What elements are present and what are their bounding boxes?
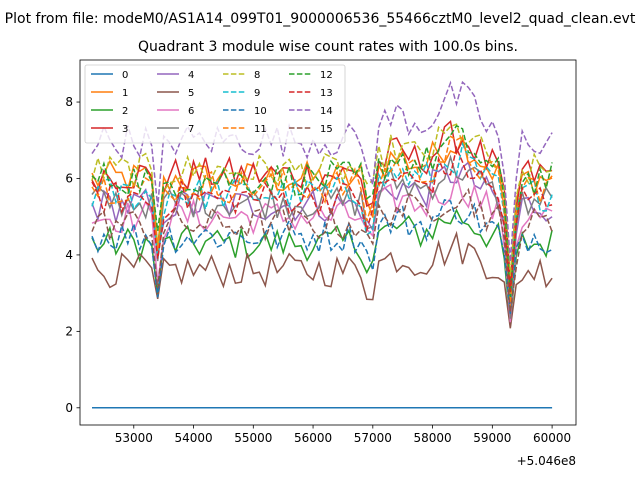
series-line-13	[91, 145, 553, 293]
legend-label-6: 6	[188, 106, 194, 117]
y-tick-label: 6	[65, 171, 73, 185]
legend-label-3: 3	[122, 124, 128, 135]
series-line-4	[91, 161, 553, 307]
series-line-1	[91, 134, 553, 293]
legend-label-4: 4	[188, 70, 194, 81]
legend-label-9: 9	[254, 88, 260, 99]
plot-area: 53000 54000 55000 56000 57000 58000 59000 60000…	[65, 59, 577, 445]
series-line-10	[91, 199, 553, 314]
series-line-15	[91, 187, 553, 313]
legend-label-7: 7	[188, 124, 194, 135]
legend-label-0: 0	[122, 70, 128, 81]
legend-label-15: 15	[320, 124, 333, 135]
chart-title: Quadrant 3 module wise count rates with …	[138, 39, 518, 55]
series-line-12	[91, 124, 553, 298]
legend-label-13: 13	[320, 88, 333, 99]
y-tick-label: 4	[65, 248, 73, 262]
legend-label-11: 11	[254, 124, 267, 135]
legend-label-14: 14	[320, 106, 333, 117]
x-tick-label: 57000	[354, 431, 392, 445]
legend-label-5: 5	[188, 88, 194, 99]
series-group	[91, 80, 553, 409]
x-tick-label: 59000	[473, 431, 511, 445]
axes-frame	[79, 59, 577, 426]
series-line-11	[91, 135, 553, 307]
legend-frame	[84, 64, 346, 144]
legend-label-2: 2	[122, 106, 128, 117]
x-tick-label: 58000	[413, 431, 451, 445]
x-tick-label: 53000	[115, 431, 153, 445]
series-line-9	[91, 141, 553, 301]
y-tick-label: 0	[65, 401, 73, 415]
legend-label-10: 10	[254, 106, 267, 117]
y-tick-label: 8	[65, 95, 73, 109]
legend-label-12: 12	[320, 70, 333, 81]
series-line-6	[91, 174, 553, 323]
x-tick-label: 55000	[234, 431, 272, 445]
y-tick-label: 2	[65, 324, 73, 338]
x-tick-label: 60000	[533, 431, 571, 445]
x-tick-label: 54000	[174, 431, 212, 445]
x-offset-label: +5.046e8	[517, 454, 576, 468]
legend-label-1: 1	[122, 88, 128, 99]
figure-suptitle: Plot from file: modeM0/AS1A14_099T01_900…	[5, 11, 636, 27]
legend-label-8: 8	[254, 70, 260, 81]
x-tick-label: 56000	[294, 431, 332, 445]
series-line-5	[91, 230, 553, 329]
series-line-8	[91, 123, 553, 277]
